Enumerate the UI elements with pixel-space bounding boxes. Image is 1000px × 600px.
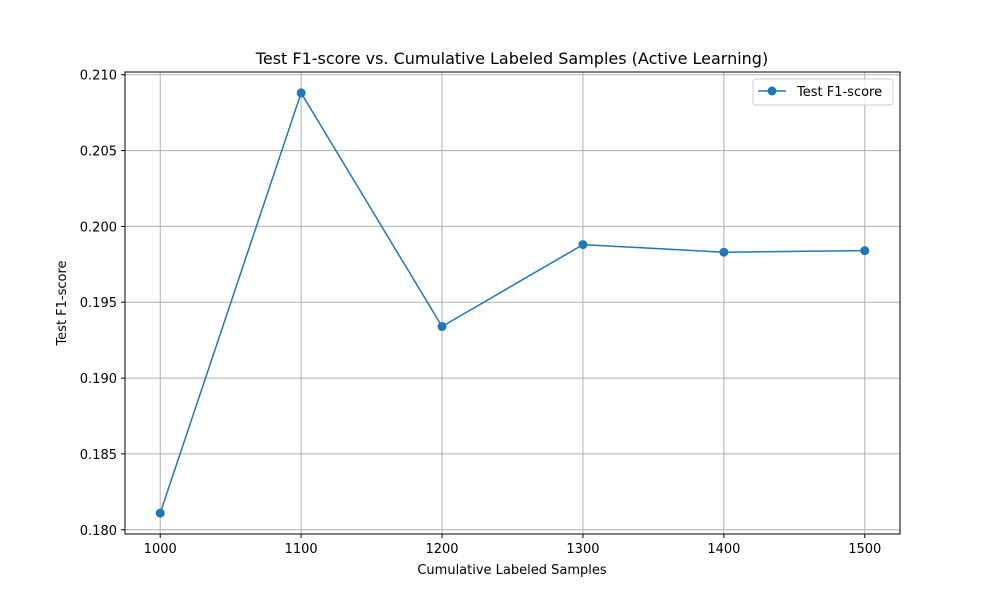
y-tick-label: 0.195	[80, 296, 117, 311]
x-tick-label: 1000	[144, 542, 177, 557]
y-tick-label: 0.200	[80, 220, 117, 235]
y-tick-label: 0.205	[80, 145, 117, 160]
data-point	[719, 247, 729, 257]
legend-box	[752, 78, 894, 106]
plot-frame	[124, 71, 901, 535]
data-point	[155, 508, 165, 518]
data-point	[578, 240, 588, 250]
legend: Test F1-score	[752, 78, 894, 106]
y-axis-label: Test F1-score	[55, 260, 70, 346]
legend-marker	[767, 86, 777, 96]
data-point	[437, 322, 447, 332]
plot-area	[155, 88, 870, 518]
x-tick-label: 1400	[707, 542, 740, 557]
y-axis-ticks: 0.180 0.185 0.190 0.195 0.200 0.205 0.210	[80, 69, 125, 539]
y-tick-label: 0.185	[80, 448, 117, 463]
y-tick-label: 0.190	[80, 372, 117, 387]
x-tick-label: 1100	[285, 542, 318, 557]
series-line	[159, 91, 865, 514]
legend-label: Test F1-score	[796, 85, 882, 100]
chart-title: Test F1-score vs. Cumulative Labeled Sam…	[255, 49, 768, 68]
data-point	[296, 88, 306, 98]
data-point	[860, 246, 870, 256]
x-tick-label: 1300	[566, 542, 599, 557]
x-tick-label: 1500	[848, 542, 881, 557]
y-tick-label: 0.210	[80, 69, 117, 84]
y-tick-label: 0.180	[80, 524, 117, 539]
x-axis-label: Cumulative Labeled Samples	[417, 563, 607, 578]
x-axis-ticks: 1000 1100 1200 1300 1400 1500	[144, 534, 881, 557]
x-tick-label: 1200	[425, 542, 458, 557]
grid-lines	[125, 72, 900, 534]
